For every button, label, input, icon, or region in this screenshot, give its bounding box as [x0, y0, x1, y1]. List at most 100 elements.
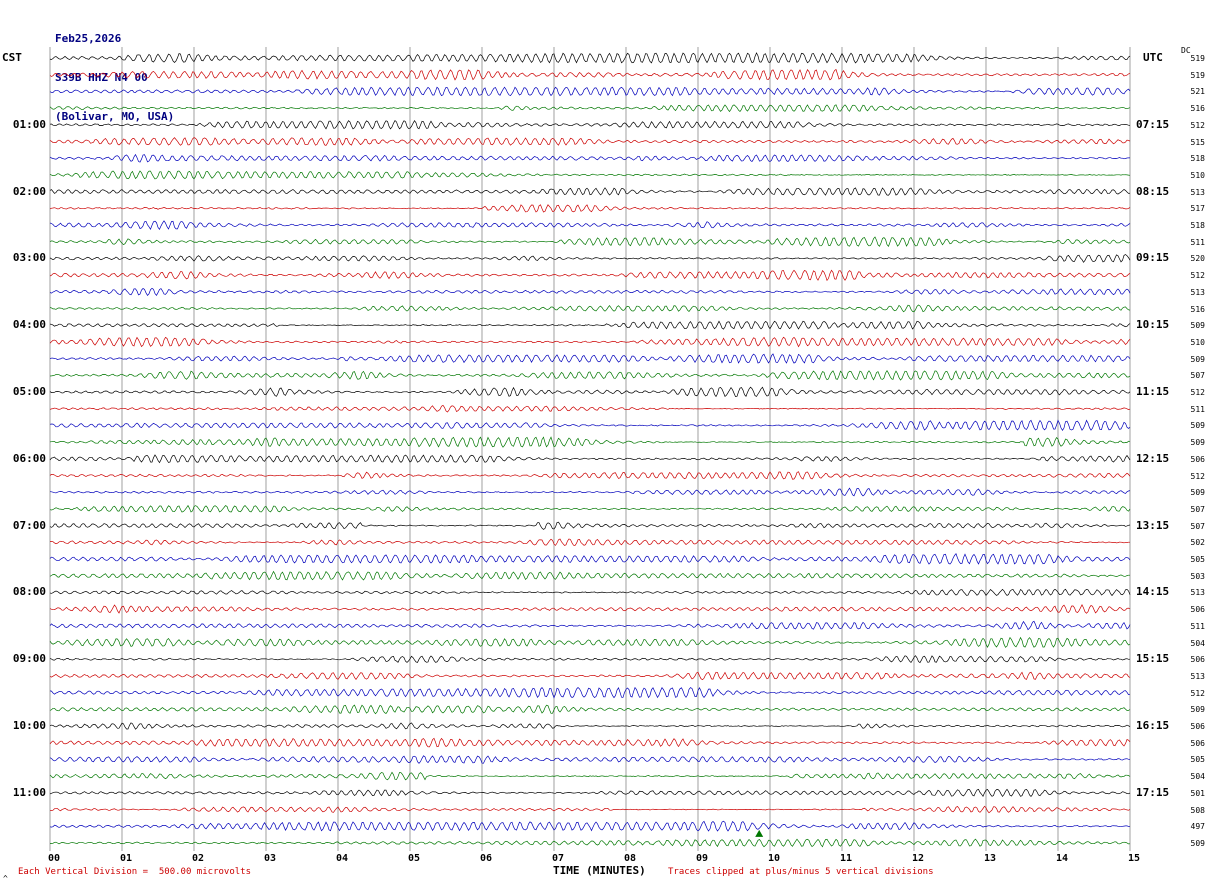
trace-row-43	[49, 771, 1131, 781]
dc-value-row-36: 506	[1190, 655, 1205, 665]
x-tick-11: 11	[840, 853, 853, 864]
trace-row-3	[49, 104, 1131, 113]
trace-row-26	[49, 487, 1131, 497]
left-hour-label-11:00: 11:00	[12, 785, 46, 799]
vertical-division-note: Each Vertical Division = 500.00 microvol…	[18, 867, 251, 877]
dc-value-row-43: 504	[1190, 772, 1205, 782]
dc-value-row-5: 515	[1190, 137, 1205, 147]
dc-value-row-2: 521	[1190, 87, 1205, 97]
event-marker	[755, 829, 764, 837]
left-hour-label-09:00: 09:00	[12, 652, 46, 666]
dc-value-row-23: 509	[1190, 438, 1205, 448]
header-date: Feb25,2026	[55, 32, 122, 45]
dc-value-row-40: 506	[1190, 722, 1205, 731]
x-tick-01: 01	[120, 853, 133, 864]
trace-row-17	[49, 336, 1131, 348]
left-hour-label-01:00: 01:00	[12, 117, 46, 131]
header-station: S39B HHZ N4 00	[55, 71, 148, 84]
left-hour-label-04:00: 04:00	[12, 318, 46, 332]
dc-value-row-22: 509	[1190, 421, 1205, 431]
dc-value-row-16: 509	[1190, 321, 1205, 331]
trace-row-35	[49, 636, 1131, 648]
dc-value-row-46: 497	[1190, 822, 1205, 832]
dc-value-row-42: 505	[1190, 755, 1205, 765]
dc-value-row-45: 508	[1190, 805, 1205, 815]
x-tick-15: 15	[1128, 853, 1141, 864]
x-tick-04: 04	[336, 853, 349, 864]
dc-value-row-3: 516	[1190, 104, 1205, 114]
left-hour-label-10:00: 10:00	[12, 719, 46, 732]
right-timezone-label: UTC	[1143, 51, 1163, 64]
trace-row-40	[49, 722, 1131, 730]
dc-value-row-34: 511	[1190, 621, 1205, 631]
dc-value-row-24: 506	[1190, 454, 1205, 464]
trace-row-32	[49, 588, 1131, 597]
trace-row-46	[49, 820, 1131, 832]
dc-value-row-8: 513	[1190, 187, 1205, 197]
trace-row-0	[49, 52, 1131, 64]
dc-value-row-7: 510	[1190, 170, 1205, 180]
dc-value-row-26: 509	[1190, 488, 1205, 498]
dc-value-row-1: 519	[1190, 70, 1205, 80]
dc-value-row-25: 512	[1190, 471, 1205, 481]
trace-row-15	[49, 304, 1131, 313]
x-tick-00: 00	[48, 853, 61, 864]
dc-value-row-12: 520	[1190, 254, 1205, 264]
trace-row-28	[49, 521, 1131, 530]
trace-row-23	[49, 436, 1131, 448]
dc-value-row-0: 519	[1190, 54, 1205, 63]
trace-row-10	[49, 220, 1131, 230]
dc-value-row-19: 507	[1190, 371, 1205, 381]
trace-row-2	[49, 86, 1131, 97]
trace-row-25	[49, 471, 1131, 480]
left-hour-label-07:00: 07:00	[12, 518, 46, 532]
right-hour-label-08:15: 08:15	[1136, 184, 1170, 198]
right-hour-label-16:15: 16:15	[1136, 719, 1170, 732]
trace-row-8	[49, 187, 1131, 196]
trace-row-22	[49, 419, 1131, 431]
trace-row-7	[49, 170, 1131, 180]
trace-row-18	[49, 353, 1131, 364]
left-hour-label-03:00: 03:00	[12, 251, 46, 265]
dc-value-row-37: 513	[1190, 671, 1205, 681]
trace-row-21	[49, 404, 1131, 413]
header-location: (Bolivar, MO, USA)	[55, 110, 175, 123]
dc-value-row-13: 512	[1190, 271, 1205, 281]
dc-value-row-41: 506	[1190, 738, 1205, 748]
dc-value-row-6: 518	[1190, 154, 1205, 164]
trace-row-37	[49, 671, 1131, 681]
trace-row-36	[49, 655, 1131, 664]
dc-value-row-31: 503	[1190, 571, 1205, 581]
dc-value-row-35: 504	[1190, 638, 1205, 648]
dc-value-row-47: 509	[1190, 838, 1205, 848]
trace-row-38	[49, 686, 1131, 699]
dc-value-row-32: 513	[1190, 588, 1205, 598]
dc-value-row-33: 506	[1190, 605, 1205, 615]
trace-row-20	[49, 386, 1131, 398]
trace-row-6	[49, 153, 1131, 163]
trace-row-29	[50, 538, 1130, 546]
trace-row-44	[49, 788, 1131, 798]
x-axis-title: TIME (MINUTES)	[553, 864, 646, 877]
trace-row-24	[49, 454, 1131, 464]
dc-value-row-21: 511	[1190, 404, 1205, 414]
dc-column-header: DC	[1181, 46, 1191, 55]
trace-row-47	[49, 838, 1131, 848]
trace-row-39	[49, 704, 1131, 715]
trace-row-30	[49, 553, 1131, 565]
trace-row-45	[49, 805, 1131, 814]
dc-value-row-10: 518	[1190, 221, 1205, 230]
x-tick-07: 07	[552, 853, 565, 864]
trace-row-12	[49, 254, 1131, 263]
left-timezone-label: CST	[2, 51, 22, 64]
dc-value-row-39: 509	[1190, 705, 1205, 715]
trace-row-11	[49, 236, 1131, 247]
dc-value-row-11: 511	[1190, 237, 1205, 247]
dc-value-row-18: 509	[1190, 354, 1205, 364]
dc-value-row-20: 512	[1190, 388, 1205, 397]
right-hour-label-14:15: 14:15	[1136, 585, 1170, 599]
right-hour-label-15:15: 15:15	[1136, 652, 1170, 666]
trace-row-1	[49, 68, 1131, 81]
x-tick-02: 02	[192, 853, 205, 864]
